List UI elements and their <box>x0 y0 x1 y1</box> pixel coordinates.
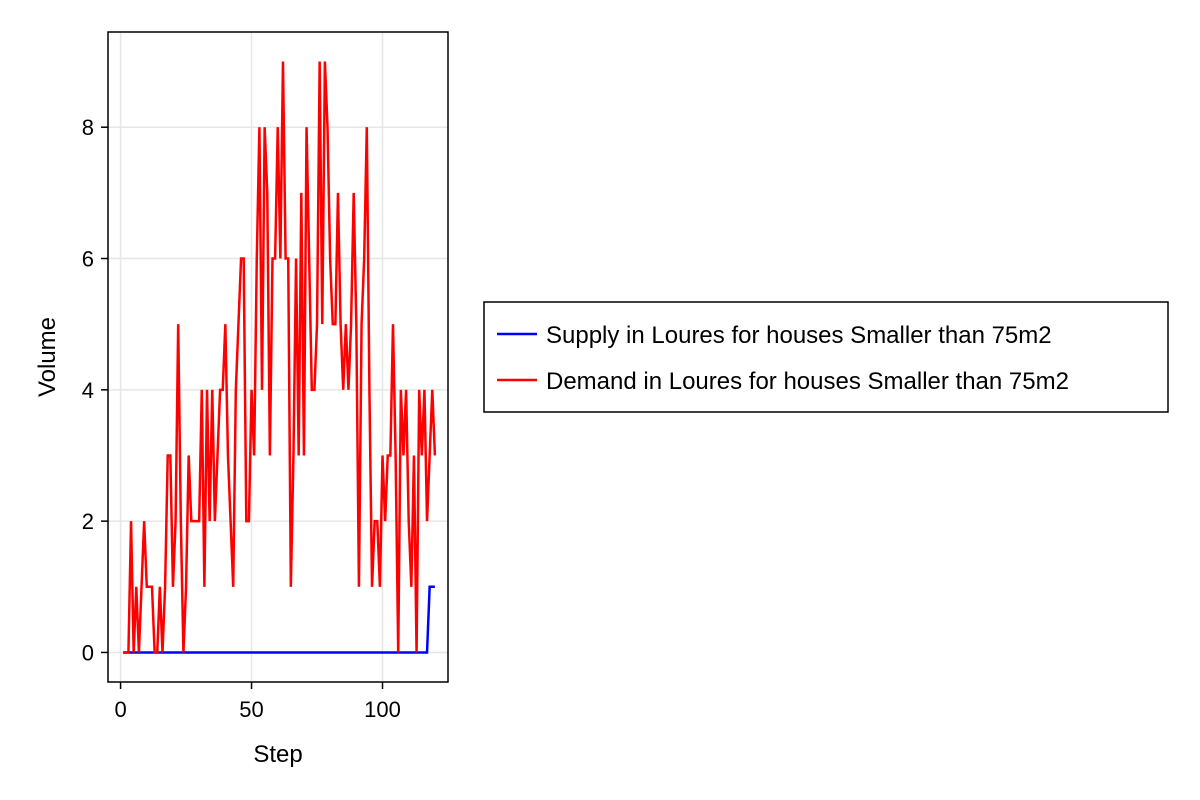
legend-box <box>483 301 1169 413</box>
legend-label-supply: Supply in Loures for houses Smaller than… <box>546 322 1052 349</box>
x-tick-label: 0 <box>114 697 126 722</box>
y-tick-label: 0 <box>82 640 94 665</box>
x-axis-label: Step <box>253 741 302 768</box>
x-axis-ticks: 0 50 100 <box>114 682 401 722</box>
y-axis-label: Volume <box>34 317 61 397</box>
x-grid <box>119 32 384 682</box>
y-tick-label: 4 <box>82 378 94 403</box>
series-layer <box>123 61 437 654</box>
plot-frame <box>107 31 449 683</box>
x-tick-label: 50 <box>239 697 263 722</box>
demand-series-line <box>123 61 437 654</box>
legend: Supply in Loures for houses Smaller than… <box>483 301 1169 413</box>
y-axis-ticks: 0 2 4 6 8 <box>82 115 108 665</box>
y-tick-label: 6 <box>82 247 94 272</box>
x-tick-label: 100 <box>364 697 401 722</box>
legend-label-demand: Demand in Loures for houses Smaller than… <box>546 368 1069 395</box>
plot-area <box>107 31 449 683</box>
y-tick-label: 2 <box>82 509 94 534</box>
supply-series-line <box>123 585 435 654</box>
y-tick-label: 8 <box>82 115 94 140</box>
